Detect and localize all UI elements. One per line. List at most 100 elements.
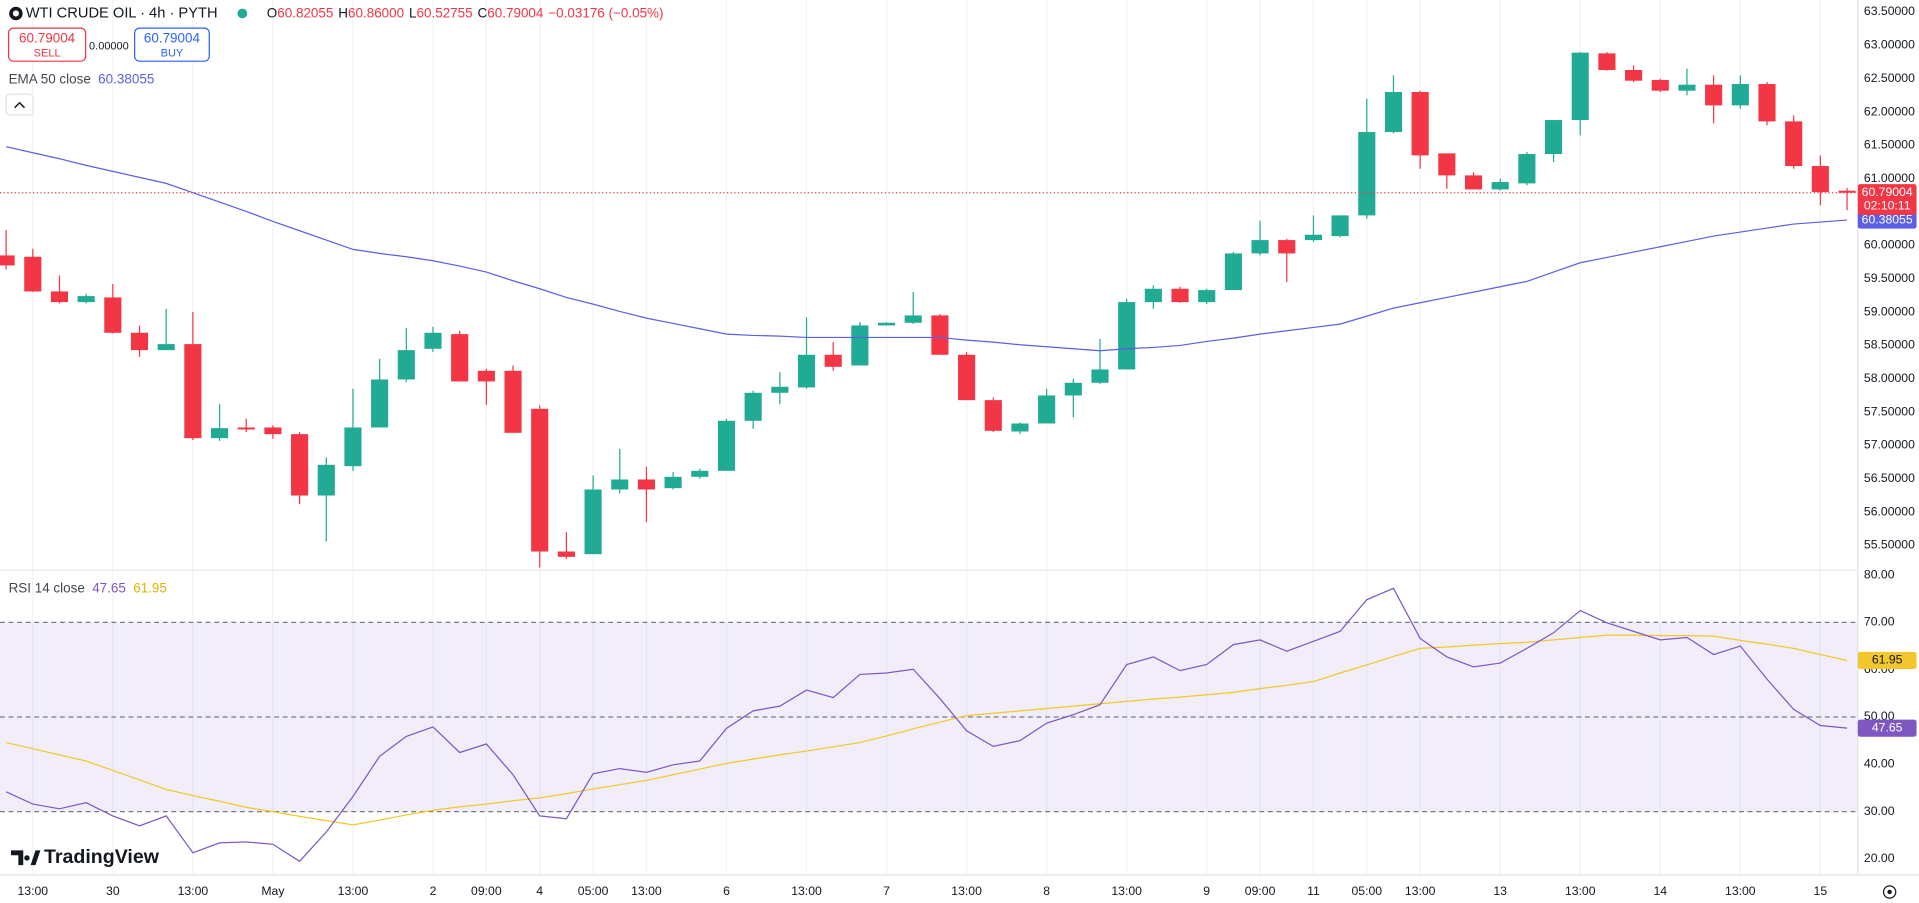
candle-body bbox=[104, 297, 122, 333]
candle-body bbox=[1198, 290, 1216, 303]
logo-text: TradingView bbox=[44, 846, 160, 868]
x-tick-label: May bbox=[261, 884, 285, 898]
candle-body bbox=[931, 315, 949, 355]
candle-body bbox=[1251, 240, 1269, 254]
y-tick-label: 61.00000 bbox=[1864, 171, 1915, 185]
y-tick-label: 59.00000 bbox=[1864, 304, 1915, 318]
last-price-badge bbox=[1857, 184, 1917, 215]
ohlc-value: 60.86000 bbox=[348, 5, 404, 20]
ema-line bbox=[5, 146, 1848, 352]
candle-body bbox=[1464, 175, 1483, 190]
candle-body bbox=[1278, 240, 1296, 254]
x-tick-label: 09:00 bbox=[1245, 884, 1276, 898]
x-tick-label: 13:00 bbox=[791, 884, 822, 898]
candle-body bbox=[1491, 182, 1509, 190]
buy-label: BUY bbox=[161, 48, 184, 60]
x-tick-label: 13:00 bbox=[338, 884, 369, 898]
candle-body bbox=[771, 386, 789, 393]
candle-body bbox=[1651, 80, 1669, 91]
y-tick-label: 80.00 bbox=[1864, 567, 1895, 581]
y-tick-label: 56.00000 bbox=[1864, 504, 1915, 518]
buy-button[interactable] bbox=[134, 27, 210, 62]
y-tick-label: 63.50000 bbox=[1864, 4, 1915, 18]
y-tick-label: 56.50000 bbox=[1864, 471, 1915, 485]
y-tick-label: 58.50000 bbox=[1864, 338, 1915, 352]
candle-body bbox=[1571, 52, 1589, 121]
candle-body bbox=[184, 344, 202, 439]
candle-body bbox=[611, 479, 629, 490]
ohlc-value: 60.52755 bbox=[417, 5, 473, 20]
ema-legend[interactable]: EMA 50 close 60.38055 bbox=[9, 71, 155, 86]
ohlc-change: −0.03176 (−0.05%) bbox=[548, 5, 663, 20]
candle-body bbox=[344, 427, 362, 467]
x-tick-label: 13:00 bbox=[1725, 884, 1756, 898]
candle-body bbox=[237, 427, 255, 430]
spread: 0.00000 bbox=[89, 40, 129, 52]
x-tick-label: 09:00 bbox=[471, 884, 502, 898]
rsi-legend[interactable]: RSI 14 close 47.65 61.95 bbox=[9, 580, 167, 595]
y-tick-label: 63.00000 bbox=[1864, 38, 1915, 52]
x-tick-label: 15 bbox=[1814, 884, 1828, 898]
sell-button[interactable] bbox=[7, 27, 87, 62]
candle-body bbox=[851, 325, 869, 366]
x-tick-label: 13:00 bbox=[178, 884, 209, 898]
x-tick-label: 30 bbox=[106, 884, 120, 898]
x-tick-label: 8 bbox=[1043, 884, 1050, 898]
candle-body bbox=[1705, 84, 1723, 106]
candle-body bbox=[1224, 253, 1242, 291]
market-status[interactable] bbox=[237, 8, 248, 19]
candle-body bbox=[371, 379, 389, 428]
candle-body bbox=[1304, 234, 1323, 241]
candle-body bbox=[531, 408, 549, 552]
logo[interactable]: TradingView bbox=[11, 846, 160, 868]
candle-body bbox=[691, 470, 709, 477]
y-tick-label: 30.00 bbox=[1864, 804, 1895, 818]
last-price-text: 60.79004 bbox=[1862, 185, 1913, 199]
candle-body bbox=[0, 255, 15, 266]
x-tick-label: 4 bbox=[536, 884, 543, 898]
ohlc-value: 60.82055 bbox=[277, 5, 333, 20]
symbol-title[interactable]: WTI CRUDE OIL · 4h · PYTH bbox=[26, 5, 218, 21]
y-tick-label: 59.50000 bbox=[1864, 271, 1915, 285]
candle-body bbox=[797, 354, 816, 388]
y-tick-label: 61.50000 bbox=[1864, 138, 1915, 152]
candle-body bbox=[504, 370, 522, 433]
axis-badges: 55.50000 56.00000 56.50000 57.00000 57.50000… bbox=[18, 4, 1917, 898]
rsi-ma-legend-value: 61.95 bbox=[133, 580, 167, 595]
candle-body bbox=[1731, 84, 1749, 106]
ohlc-key: C bbox=[478, 5, 488, 20]
candle-body bbox=[1758, 84, 1776, 122]
rsi-badge bbox=[1857, 719, 1917, 737]
candle-body bbox=[824, 354, 842, 367]
settings-icon[interactable] bbox=[1882, 885, 1897, 899]
candle-body bbox=[50, 291, 69, 303]
candle-body bbox=[130, 332, 149, 351]
candle-body bbox=[958, 354, 976, 401]
candle-body bbox=[637, 479, 656, 490]
countdown-text: 02:10:11 bbox=[1864, 198, 1911, 212]
candle-body bbox=[424, 332, 442, 349]
sell-price: 60.79004 bbox=[19, 31, 76, 46]
rsi-badge-text: 61.95 bbox=[1872, 653, 1903, 667]
x-tick-label: 11 bbox=[1307, 884, 1320, 898]
candle-body bbox=[1625, 70, 1643, 81]
candle-body bbox=[1438, 153, 1456, 176]
candle-body bbox=[744, 392, 762, 421]
candle-body bbox=[157, 344, 175, 351]
candle-body bbox=[1384, 92, 1403, 133]
sell-label: SELL bbox=[34, 48, 61, 60]
candle-body bbox=[557, 551, 575, 557]
y-tick-label: 70.00 bbox=[1864, 615, 1895, 629]
settings-icon-dot bbox=[1887, 889, 1892, 895]
candle-body bbox=[1011, 423, 1029, 432]
buy-price: 60.79004 bbox=[144, 31, 201, 46]
x-tick-label: 13:00 bbox=[18, 884, 49, 898]
candle-body bbox=[397, 350, 415, 380]
collapse-button[interactable] bbox=[5, 93, 34, 116]
candle-body bbox=[1811, 166, 1829, 193]
collapse-icon bbox=[14, 101, 25, 109]
candle-body bbox=[1678, 84, 1696, 91]
candle-body bbox=[984, 400, 1002, 431]
ema-legend-value: 60.38055 bbox=[98, 71, 154, 86]
